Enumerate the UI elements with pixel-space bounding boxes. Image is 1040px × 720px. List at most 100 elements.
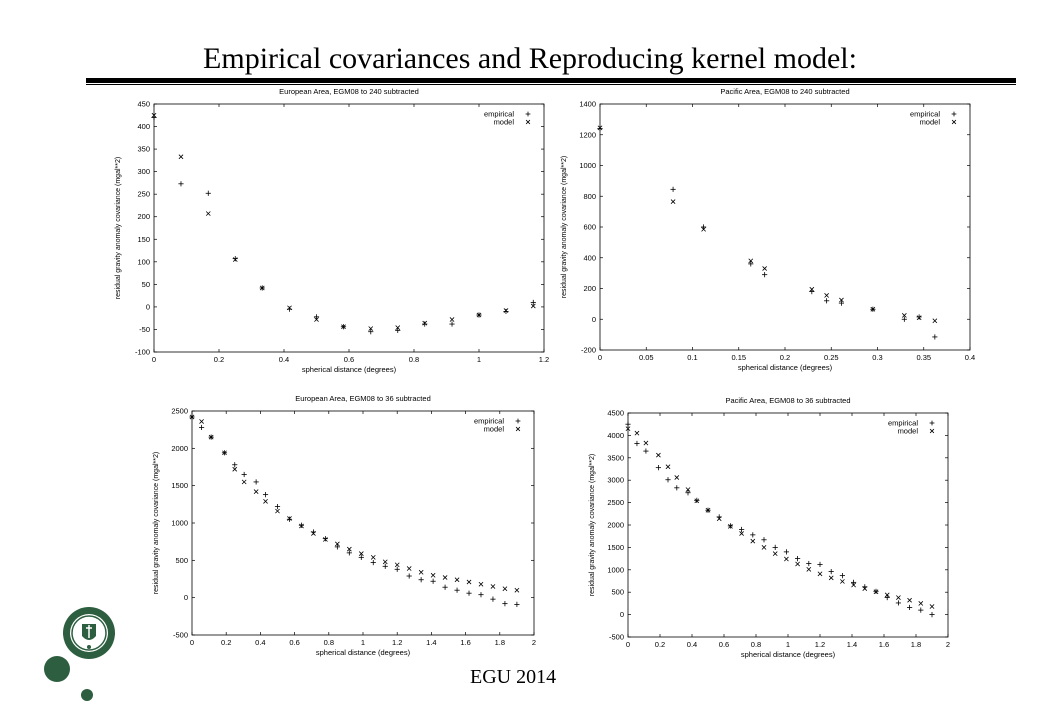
point-model [178,154,184,160]
point-model [597,125,603,131]
point-model [739,531,744,536]
point-model [839,297,844,303]
point-model [762,266,768,271]
x-tick-label: 1.2 [815,640,825,649]
x-tick-label: 0 [626,640,630,649]
point-model [263,498,268,504]
point-empirical [851,579,857,585]
title-rule-thin [86,84,1016,85]
point-model [530,303,536,309]
point-empirical [262,492,269,498]
legend-label-model: model [920,118,941,127]
point-model [275,508,280,514]
y-tick-label: 400 [583,253,596,262]
point-empirical [701,224,707,230]
point-empirical [368,329,374,335]
point-model [824,293,829,298]
point-empirical [918,607,924,613]
point-model [287,305,292,311]
point-model [795,561,800,567]
y-tick-label: 4000 [607,431,624,440]
y-tick-label: 300 [137,167,150,176]
chart-svg: Pacific Area, EGM08 to 36 subtracted 0 0.2… [589,396,950,659]
y-tick-label: 600 [583,223,596,232]
point-model [454,577,460,583]
y-tick-label: 1400 [579,100,596,109]
point-empirical [490,596,496,602]
point-empirical [643,448,649,454]
y-tick-label: 0 [184,593,188,602]
y-tick-label: 50 [142,280,150,289]
point-empirical [198,424,205,431]
x-tick-label: 0.35 [916,353,931,362]
point-model [643,440,649,446]
x-tick-label: 1.8 [495,638,505,647]
y-axis-label: residual gravity anomaly covariance (mga… [115,157,122,299]
point-model [189,414,195,420]
x-tick-label: 0 [190,638,194,647]
point-empirical [313,314,320,320]
legend-label-empirical: empirical [484,110,514,119]
point-empirical [884,594,890,601]
y-axis-label: residual gravity anomaly covariance (mga… [561,156,568,298]
chart-pacific-240: Pacific Area, EGM08 to 240 subtracted 0 0.… [552,86,978,380]
point-empirical [430,578,436,584]
point-model [311,531,316,536]
point-empirical [597,126,603,132]
y-tick-label: 500 [175,556,188,565]
x-tick-label: 0.6 [344,355,354,364]
x-axis-label: spherical distance (degrees) [302,365,397,374]
y-tick-label: 1000 [171,519,188,528]
x-tick-label: 1.2 [392,638,402,647]
legend-label-model: model [484,425,505,434]
point-model [503,308,509,313]
point-model [490,584,496,589]
point-model [694,498,700,504]
point-model [241,479,247,485]
point-model [205,211,211,216]
point-empirical [370,559,376,566]
y-tick-label: 2500 [171,407,188,416]
point-model [761,545,767,550]
point-empirical [503,308,509,315]
x-tick-label: 0.4 [255,638,265,647]
point-model [358,551,364,556]
point-model [199,419,204,424]
point-model [346,546,352,552]
point-model [750,538,756,544]
point-empirical [466,590,472,596]
point-model [232,466,238,472]
chart-title: Pacific Area, EGM08 to 240 subtracted [720,87,849,96]
point-empirical [772,544,778,550]
point-empirical [253,479,259,485]
chart-title: European Area, EGM08 to 36 subtracted [295,394,431,403]
point-model [253,489,259,495]
x-tick-label: 0.4 [687,640,697,649]
legend-marker-model [929,428,935,434]
legend-label-empirical: empirical [474,417,504,426]
point-model [685,487,691,492]
plot-frame [153,103,545,353]
point-model [478,581,484,587]
point-model [828,575,834,581]
point-model [932,318,938,324]
y-tick-label: -200 [581,346,596,355]
x-tick-label: 0.25 [824,353,839,362]
point-model [851,582,856,588]
point-empirical [929,612,935,618]
y-tick-label: 200 [137,212,150,221]
y-tick-label: -500 [173,631,188,640]
point-model [929,604,935,609]
y-tick-label: 1000 [579,161,596,170]
point-model [656,452,661,458]
y-tick-label: 1500 [607,543,624,552]
point-model [634,430,640,436]
y-tick-label: 1200 [579,130,596,139]
y-tick-label: 0 [592,315,596,324]
point-empirical [274,503,281,510]
point-empirical [685,490,691,496]
y-axis-label: residual gravity anomaly covariance (mga… [153,452,160,594]
point-empirical [241,471,247,478]
point-model [151,112,157,118]
point-model [502,586,508,592]
